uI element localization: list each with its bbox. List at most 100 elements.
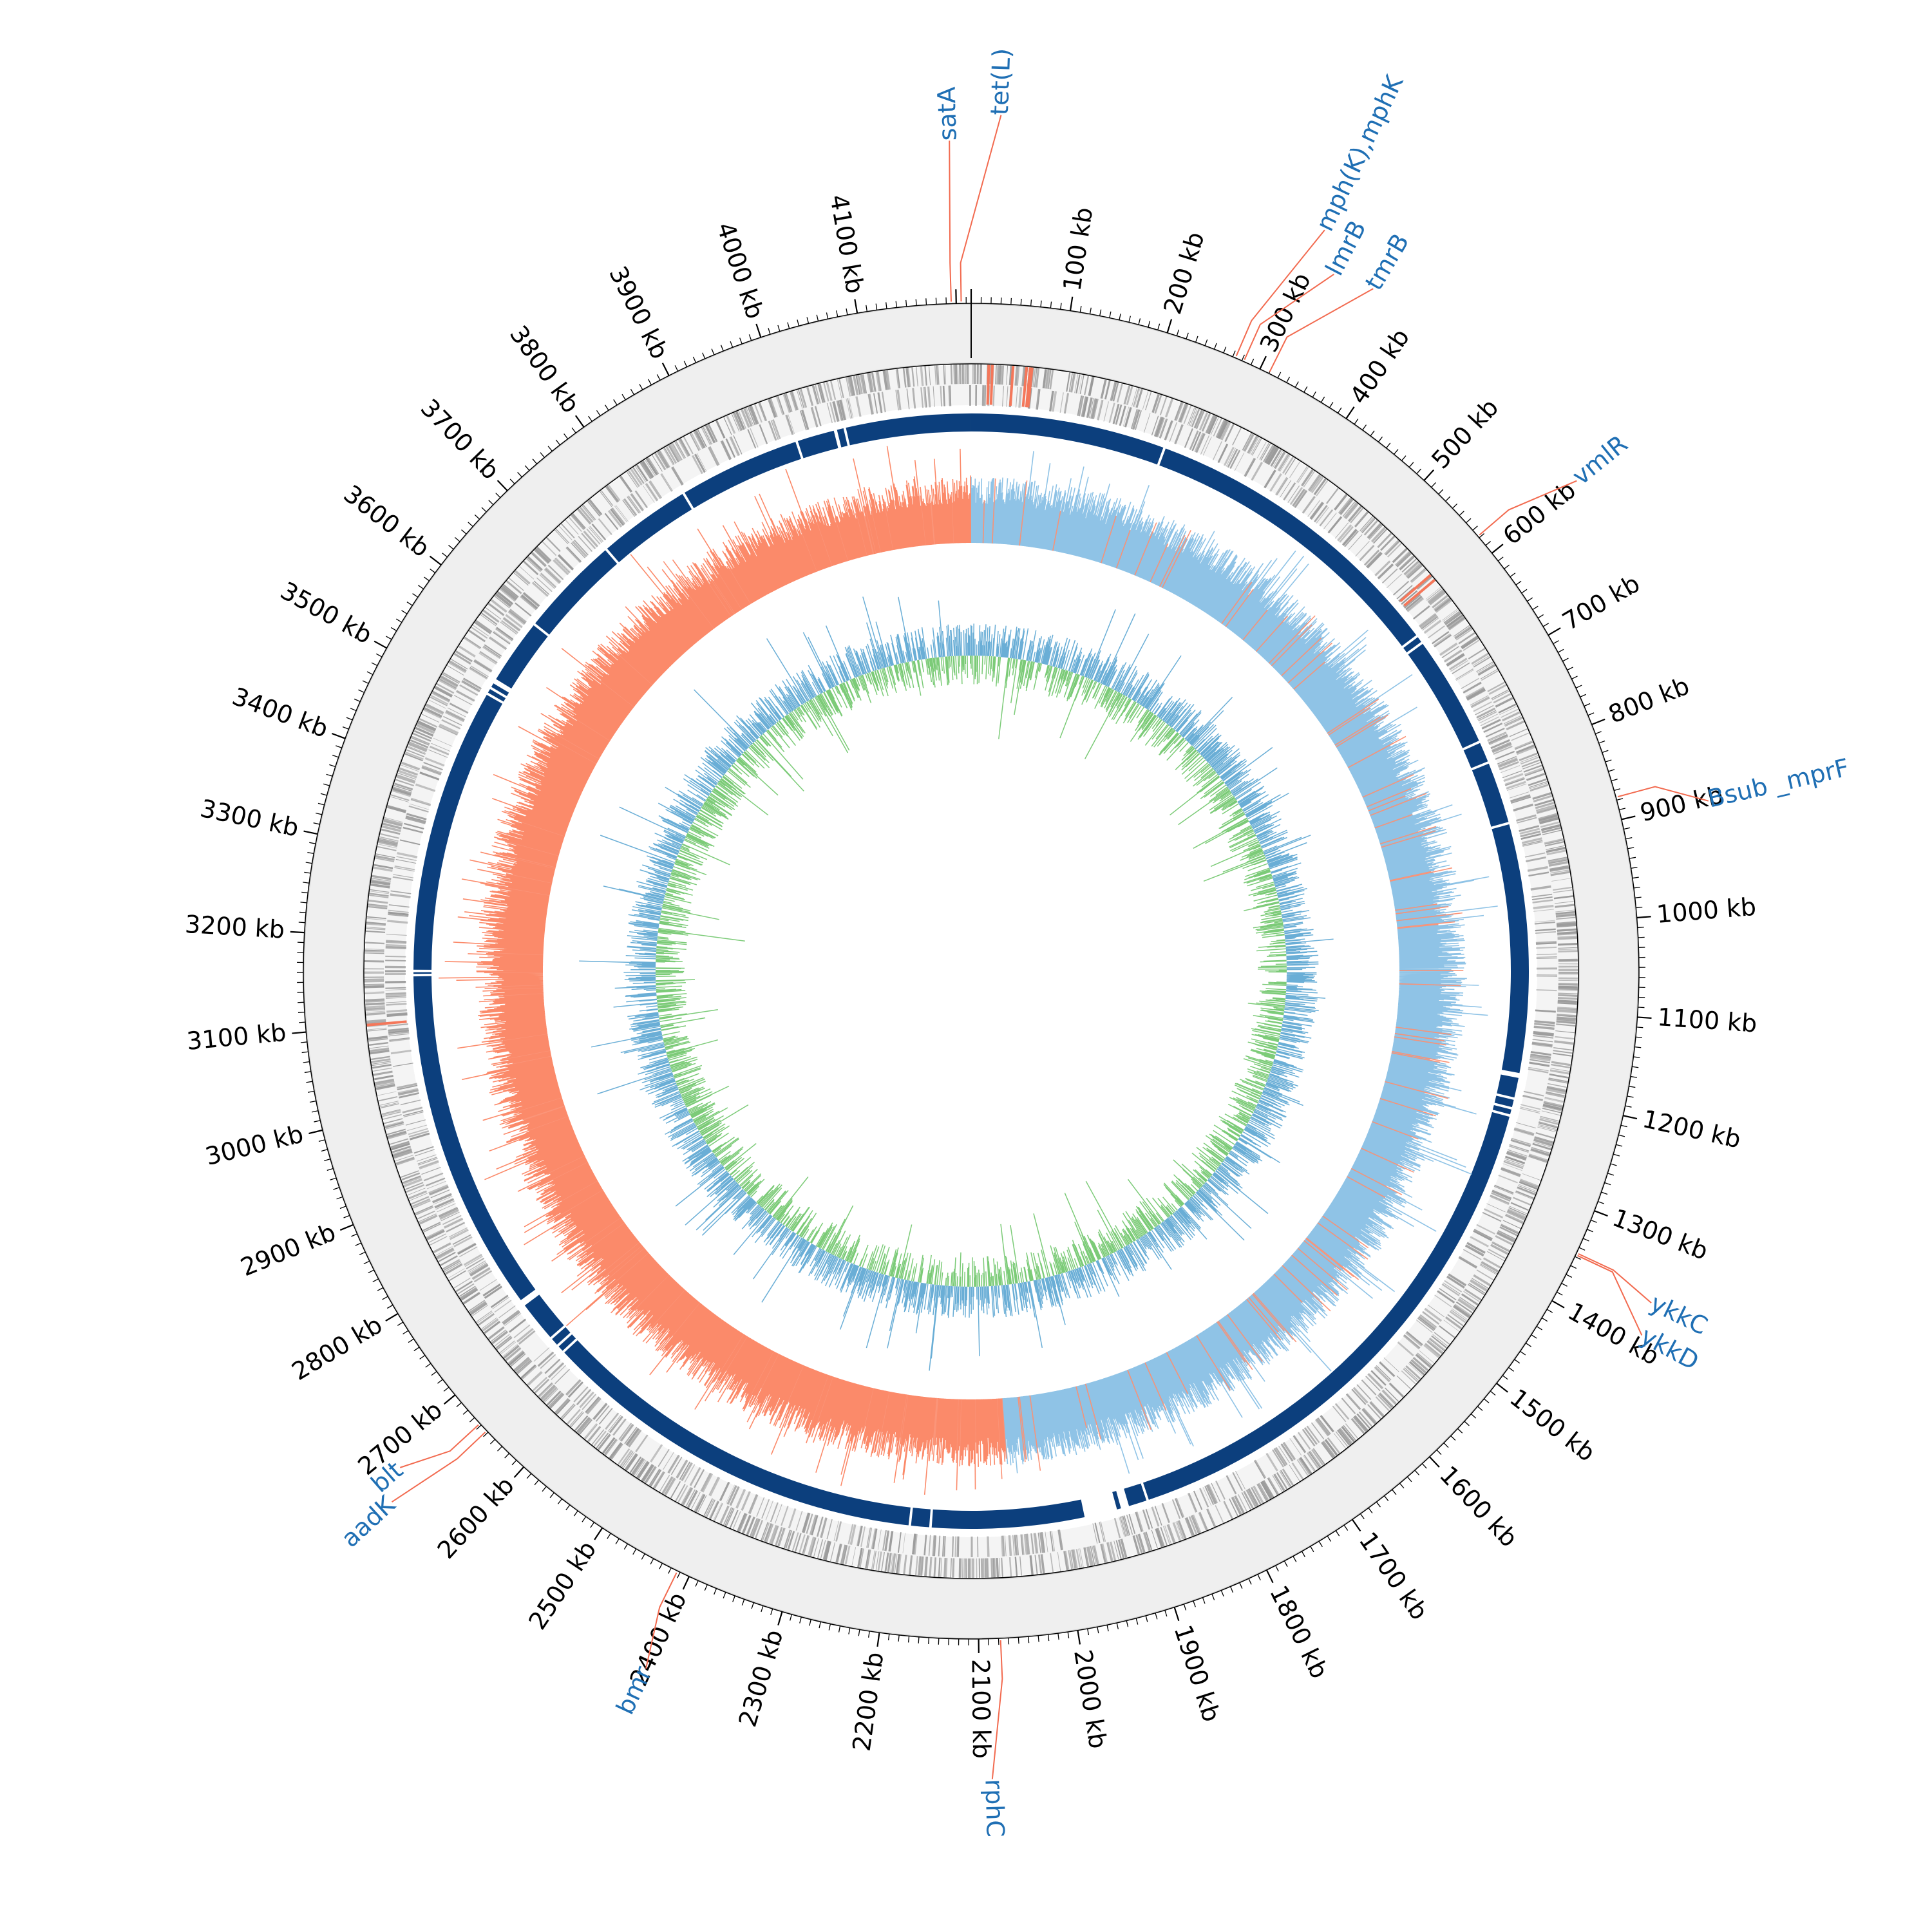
ruler-tick <box>1312 391 1316 398</box>
cds-feature <box>600 491 612 507</box>
scale-tick-label: 1700 kb <box>1354 1527 1434 1625</box>
cds-feature <box>1264 469 1276 489</box>
cds-feature <box>1522 762 1541 770</box>
gc-skew-outlier <box>475 478 1464 1479</box>
cds-feature <box>369 1047 390 1052</box>
cds-feature <box>1298 1457 1311 1475</box>
cds-feature <box>606 486 620 502</box>
cds-feature <box>418 1213 437 1222</box>
cds-feature <box>826 402 833 424</box>
cds-feature <box>1548 1079 1567 1084</box>
cds-feature <box>601 1437 614 1454</box>
cds-feature <box>1151 1506 1160 1527</box>
cds-feature <box>1260 443 1271 461</box>
ruler-tick <box>454 537 460 542</box>
cds-feature <box>567 1381 583 1398</box>
cds-feature <box>1515 1122 1536 1129</box>
cds-feature <box>437 1249 455 1260</box>
cds-feature <box>1406 564 1423 579</box>
cds-feature <box>1527 866 1548 872</box>
cds-feature <box>554 1368 570 1385</box>
cds-feature <box>1455 669 1474 681</box>
cds-feature <box>385 987 406 989</box>
cds-feature <box>500 620 519 634</box>
scale-tick-label: 3600 kb <box>339 480 435 563</box>
ruler-tick <box>1520 1350 1526 1356</box>
cds-feature <box>565 547 582 564</box>
cds-feature <box>1403 593 1421 609</box>
cds-feature <box>694 430 706 449</box>
cds-feature <box>1289 487 1303 506</box>
ruler-tick <box>848 1627 851 1634</box>
ruler-tick <box>339 1206 346 1209</box>
ruler-tick <box>311 1110 319 1113</box>
ruler-tick <box>1335 1530 1340 1537</box>
cds-feature <box>1538 1124 1557 1130</box>
cds-feature <box>785 1530 793 1549</box>
cds-feature <box>1455 627 1472 639</box>
cds-feature <box>938 1557 941 1577</box>
cds-feature <box>1513 1197 1531 1206</box>
cds-feature <box>562 1405 576 1420</box>
cds-feature <box>631 1457 644 1475</box>
ruler-tick <box>1018 1637 1019 1644</box>
cds-feature <box>1500 1225 1519 1235</box>
cds-feature <box>1443 609 1459 622</box>
ruler-tick <box>806 317 810 324</box>
cds-feature <box>1161 1502 1170 1523</box>
cds-feature <box>1341 529 1358 546</box>
cds-feature <box>385 945 406 948</box>
ruler-tick <box>1557 649 1564 653</box>
ruler-tick <box>526 1473 532 1479</box>
ruler-tick <box>308 1129 323 1135</box>
cds-feature <box>1428 1338 1444 1352</box>
cds-feature <box>527 1372 543 1387</box>
cds-feature <box>1334 1403 1350 1420</box>
cds-feature <box>671 467 683 486</box>
cds-feature <box>1275 1446 1288 1465</box>
cds-feature <box>817 384 824 403</box>
ruler-tick <box>573 1510 578 1517</box>
homology-segment <box>1472 763 1509 827</box>
ruler-tick <box>641 1553 645 1560</box>
cds-feature <box>408 1191 428 1200</box>
cds-feature <box>448 1268 465 1279</box>
cds-feature <box>1535 942 1557 945</box>
ruler-tick <box>838 1625 841 1633</box>
cds-feature <box>1558 958 1578 961</box>
cds-feature <box>410 799 431 806</box>
cds-feature <box>938 1535 941 1557</box>
cds-feature <box>847 398 853 419</box>
cds-feature <box>457 1283 475 1295</box>
ruler-tick <box>1548 627 1561 636</box>
ruler-tick <box>418 585 424 590</box>
ruler-tick <box>497 480 508 491</box>
ruler-tick <box>1602 750 1609 753</box>
cds-feature <box>961 365 964 384</box>
cds-feature <box>385 992 406 995</box>
cds-feature <box>1376 1365 1392 1381</box>
cds-feature <box>759 402 767 421</box>
cds-feature <box>877 1529 882 1550</box>
cds-feature <box>715 420 726 439</box>
ruler-tick <box>461 529 467 535</box>
cds-feature <box>992 385 995 406</box>
cds-feature <box>1528 871 1549 877</box>
cds-feature <box>1521 837 1542 844</box>
cds-feature <box>1199 1488 1209 1508</box>
cds-feature <box>1361 518 1376 534</box>
cds-feature <box>1533 1032 1554 1037</box>
cds-feature <box>535 548 550 564</box>
cds-feature <box>1482 1257 1501 1269</box>
cds-feature <box>386 1128 406 1135</box>
cds-feature <box>589 526 604 542</box>
cds-feature <box>443 715 462 726</box>
ruler-tick <box>1318 1540 1323 1548</box>
cds-feature <box>1081 396 1087 417</box>
ruler-tick <box>327 1168 334 1171</box>
cds-feature <box>591 1429 605 1445</box>
cds-feature <box>1369 1402 1384 1417</box>
cds-feature <box>384 1122 404 1128</box>
cds-feature <box>508 610 526 624</box>
cds-feature <box>1234 452 1245 471</box>
